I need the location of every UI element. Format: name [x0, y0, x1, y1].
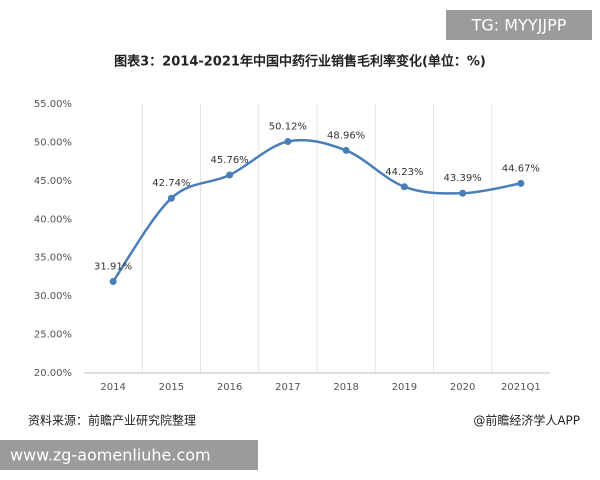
x-tick-label: 2015: [159, 382, 184, 393]
value-label: 31.91%: [94, 261, 132, 272]
tag: TG: MYYJJPP: [471, 16, 567, 35]
credit: @前瞻经济学人APP: [473, 413, 580, 428]
x-tick-label: 2021Q1: [501, 382, 541, 393]
value-label: 44.23%: [385, 167, 423, 178]
website-box: [0, 440, 258, 470]
x-tick-label: 2014: [100, 382, 125, 393]
website: www.zg-aomenliuhe.com: [10, 446, 211, 465]
x-tick-label: 2017: [275, 382, 300, 393]
value-label: 44.67%: [502, 163, 540, 174]
marker: [400, 183, 408, 191]
x-tick-label: 2020: [450, 382, 475, 393]
y-tick-label: 50.00%: [34, 137, 72, 148]
x-tick-label: 2019: [392, 382, 417, 393]
x-tick-label: 2016: [217, 382, 242, 393]
chart-title: 图表3：2014-2021年中国中药行业销售毛利率变化(单位：%): [114, 54, 486, 70]
y-tick-label: 20.00%: [34, 368, 72, 379]
marker: [167, 194, 175, 202]
y-tick-label: 55.00%: [34, 99, 72, 110]
marker: [109, 277, 117, 285]
value-label: 43.39%: [444, 173, 482, 184]
y-tick-label: 45.00%: [34, 176, 72, 187]
marker: [459, 189, 467, 197]
y-tick-label: 25.00%: [34, 330, 72, 341]
value-label: 50.12%: [269, 122, 307, 133]
source: 资料来源：前瞻产业研究院整理: [28, 413, 196, 428]
value-label: 48.96%: [327, 130, 365, 141]
y-tick-label: 30.00%: [34, 291, 72, 302]
x-tick-label: 2018: [333, 382, 358, 393]
marker: [342, 146, 350, 154]
value-label: 42.74%: [152, 178, 190, 189]
y-tick-label: 35.00%: [34, 253, 72, 264]
marker: [517, 179, 525, 187]
marker: [284, 138, 292, 146]
y-tick-label: 40.00%: [34, 214, 72, 225]
tag-box: [446, 10, 592, 40]
marker: [226, 171, 234, 179]
value-label: 45.76%: [211, 155, 249, 166]
